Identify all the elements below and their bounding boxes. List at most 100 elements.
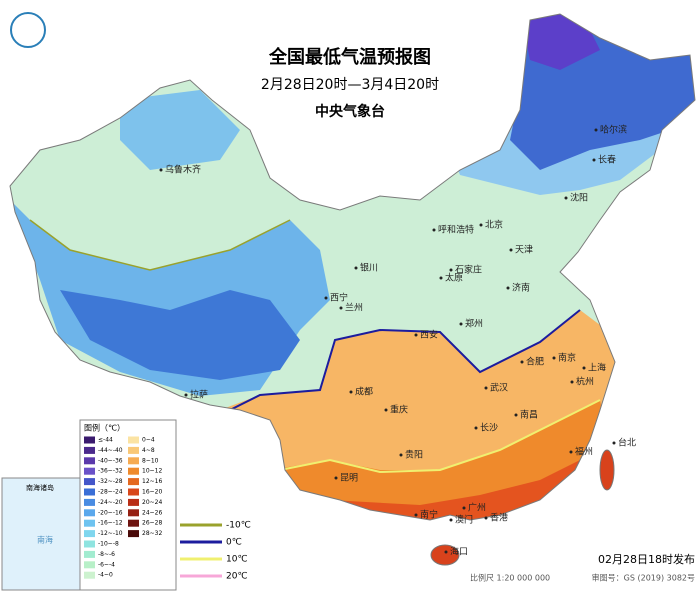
city-label: 太原: [445, 272, 463, 284]
city-dot: [184, 393, 188, 397]
city-label: 昆明: [340, 473, 358, 484]
contour-label: 0℃: [226, 538, 242, 548]
city-dot: [334, 476, 338, 480]
city-label: 哈尔滨: [600, 124, 627, 136]
city-label: 济南: [512, 282, 530, 294]
city-dot: [414, 333, 418, 337]
city-label: 南京: [558, 352, 576, 364]
city-label: 福州: [575, 446, 593, 458]
city-dot: [552, 356, 556, 360]
legend-label: 28~32: [142, 530, 162, 537]
city-dot: [349, 390, 353, 394]
legend-swatch: [128, 530, 139, 538]
legend-swatch: [84, 509, 95, 517]
city-dot: [159, 168, 163, 172]
legend-label: 4~8: [142, 447, 155, 454]
legend-swatch: [128, 488, 139, 496]
approval: 审图号：GS (2019) 3082号: [592, 573, 695, 583]
issuer: 中央气象台: [315, 103, 385, 120]
legend-swatch: [84, 550, 95, 558]
legend-swatch: [84, 488, 95, 496]
city-label: 乌鲁木齐: [165, 164, 201, 176]
city-label: 长沙: [480, 422, 498, 434]
city-label: 海口: [450, 546, 468, 558]
legend-swatch: [128, 436, 139, 444]
legend-label: 20~24: [142, 499, 162, 506]
legend-label: 0~4: [142, 437, 155, 444]
city-label: 北京: [485, 219, 503, 231]
city-dot: [509, 248, 513, 252]
legend-swatch: [84, 530, 95, 538]
legend-swatch: [84, 519, 95, 527]
city-label: 银川: [360, 262, 378, 274]
city-label: 郑州: [465, 318, 483, 330]
legend-swatch: [128, 446, 139, 454]
subtitle: 2月28日20时—3月4日20时: [261, 77, 439, 93]
city-label: 成都: [355, 386, 373, 398]
city-label: 西宁: [330, 292, 348, 304]
city-label: 西安: [420, 329, 438, 341]
legend-label: 8~10: [142, 457, 159, 464]
city-dot: [514, 413, 518, 417]
city-label: 南宁: [420, 509, 438, 521]
city-dot: [569, 450, 573, 454]
legend-swatch: [84, 446, 95, 454]
contour-label: 10℃: [226, 555, 248, 565]
legend-label: -10~-8: [98, 541, 119, 548]
city-dot: [444, 550, 448, 554]
city-label: 南昌: [520, 409, 538, 421]
city-dot: [414, 513, 418, 517]
legend-swatch: [128, 509, 139, 517]
city-dot: [582, 366, 586, 370]
contour-label: 20℃: [226, 572, 248, 582]
city-label: 广州: [468, 502, 486, 514]
legend-swatch: [84, 498, 95, 506]
legend-swatch: [84, 457, 95, 465]
city-label: 石家庄: [455, 264, 482, 276]
legend-label: -28~-24: [98, 489, 123, 496]
legend-label: 16~20: [142, 489, 162, 496]
city-dot: [474, 426, 478, 430]
legend-title: 图例（℃）: [84, 423, 125, 433]
city-dot: [484, 386, 488, 390]
city-label: 天津: [515, 245, 533, 256]
city-label: 长春: [598, 154, 616, 166]
legend-swatch: [128, 498, 139, 506]
legend-swatch: [84, 436, 95, 444]
legend-label: -40~-36: [98, 457, 123, 464]
legend-label: ≤-44: [98, 437, 113, 444]
city-dot: [354, 266, 358, 270]
legend-swatch: [84, 540, 95, 548]
logo: [10, 12, 46, 48]
city-label: 兰州: [345, 302, 363, 314]
legend-swatch: [128, 457, 139, 465]
legend-label: -12~-10: [98, 530, 123, 537]
legend-label: -20~-16: [98, 509, 123, 516]
legend-label: -4~0: [98, 572, 113, 579]
city-label: 呼和浩特: [438, 224, 474, 236]
legend-label: -32~-28: [98, 478, 123, 485]
city-dot: [520, 360, 524, 364]
city-label: 合肥: [526, 356, 544, 368]
city-dot: [570, 380, 574, 384]
legend-label: -6~-4: [98, 561, 115, 568]
city-dot: [449, 518, 453, 522]
legend-swatch: [128, 478, 139, 486]
city-dot: [564, 196, 568, 200]
city-label: 重庆: [390, 404, 408, 416]
city-dot: [592, 158, 596, 162]
legend-swatch: [84, 561, 95, 569]
city-dot: [439, 276, 443, 280]
city-dot: [484, 516, 488, 520]
city-label: 杭州: [576, 376, 594, 388]
city-dot: [612, 441, 616, 445]
legend-swatch: [128, 519, 139, 527]
inset-title: 南海诸岛: [26, 483, 54, 492]
city-label: 沈阳: [570, 192, 588, 204]
legend-label: -16~-12: [98, 520, 123, 527]
city-label: 台北: [618, 437, 636, 449]
city-dot: [594, 128, 598, 132]
city-dot: [462, 506, 466, 510]
city-dot: [399, 453, 403, 457]
city-dot: [432, 228, 436, 232]
